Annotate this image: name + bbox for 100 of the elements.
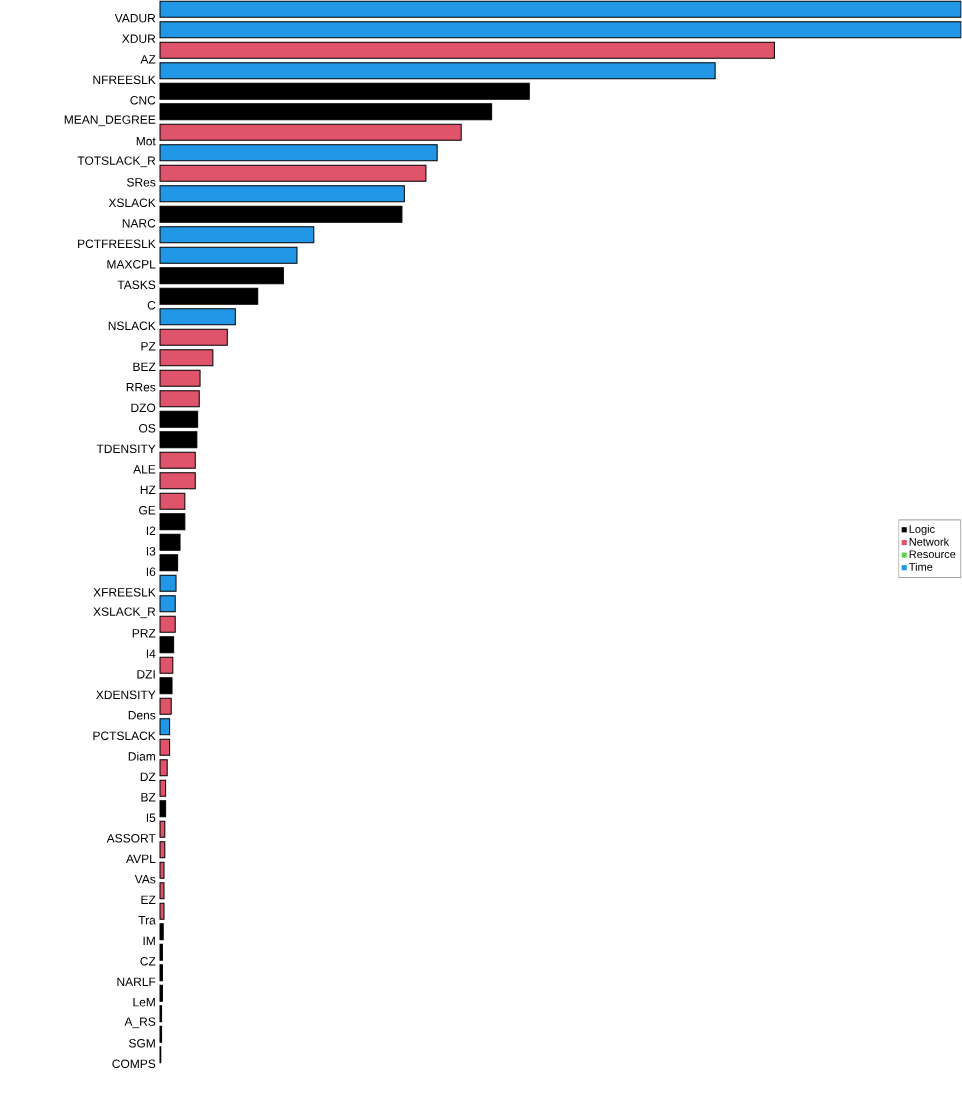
y-tick-label: COMPS: [112, 1059, 156, 1068]
y-tick-label: AVPL: [126, 854, 156, 863]
bar: [159, 164, 427, 182]
y-tick-label: I3: [147, 547, 156, 556]
y-tick-label: PRZ: [133, 629, 156, 638]
y-tick-label: TOTSLACK_R: [77, 156, 156, 168]
bar: [159, 410, 199, 428]
bar: [159, 697, 172, 715]
y-tick-label: MEAN_DEGREE: [64, 115, 156, 127]
bar: [159, 882, 165, 900]
bar: [159, 636, 175, 654]
bar: [159, 287, 259, 305]
y-tick-label: NARC: [123, 219, 156, 228]
legend-label: Logic: [909, 524, 935, 536]
bar: [159, 41, 776, 59]
y-tick-label: LeM: [133, 998, 156, 1007]
y-tick-label: PCTFREESLK: [78, 239, 156, 248]
y-tick-label: DZO: [131, 403, 156, 412]
y-tick-label: I5: [147, 813, 156, 822]
y-tick-label: TASKS: [117, 280, 156, 289]
bar: [159, 861, 165, 879]
bar: [159, 451, 196, 469]
y-tick-label: XDUR: [122, 34, 156, 43]
y-tick-label: AZ: [140, 55, 156, 64]
bar: [159, 943, 164, 961]
bar: [159, 205, 403, 223]
bar: [159, 369, 201, 387]
legend-label: Network: [909, 537, 950, 546]
bar: [159, 21, 962, 39]
bar: [159, 103, 493, 121]
y-tick-label: Diam: [129, 751, 156, 761]
bar: [159, 964, 164, 982]
y-tick-label: A_RS: [124, 1017, 156, 1029]
y-tick-label: XFREESLK: [93, 588, 156, 597]
y-tick-label: CZ: [140, 957, 156, 966]
bar: [159, 615, 176, 633]
bar: [159, 779, 167, 797]
bar: [159, 677, 173, 695]
y-tick-label: BEZ: [133, 362, 156, 371]
y-tick-label: SRes: [127, 178, 156, 187]
y-tick-label: NSLACK: [108, 321, 156, 330]
y-tick-label: DZ: [141, 772, 156, 781]
y-tick-label: ASSORT: [106, 834, 156, 843]
bar: [159, 513, 186, 531]
y-tick-label: IM: [143, 936, 156, 945]
y-tick-label: XSLACK_R: [93, 607, 156, 619]
y-tick-label: Mot: [137, 137, 156, 146]
y-tick-label: NARLF: [117, 977, 156, 986]
bar: [159, 82, 531, 100]
y-tick-label: TDENSITY: [96, 444, 156, 453]
bar: [159, 738, 171, 756]
bar: [159, 185, 406, 203]
y-tick-label: DZI: [137, 670, 155, 679]
y-tick-label: NFREESLK: [93, 75, 156, 84]
bar: [159, 759, 168, 777]
bar: [159, 390, 200, 408]
bar: [159, 431, 198, 449]
bar: [159, 123, 462, 141]
y-tick-label: I6: [147, 567, 156, 576]
bar: [159, 800, 167, 818]
bar: [159, 267, 285, 285]
y-tick-label: VAs: [134, 875, 156, 884]
bar: [159, 923, 164, 941]
y-tick-label: VADUR: [114, 14, 156, 23]
bar: [159, 349, 214, 367]
y-tick-label: BZ: [141, 793, 156, 802]
y-tick-label: HZ: [141, 485, 156, 494]
y-tick-label: XDENSITY: [96, 690, 156, 699]
bar: [159, 472, 196, 490]
y-tick-label: GE: [139, 506, 156, 515]
bar: [159, 841, 166, 859]
y-tick-label: XSLACK: [108, 198, 156, 207]
y-tick-label: I4: [147, 649, 156, 658]
y-tick-label: RRes: [127, 383, 156, 392]
legend-label: Resource: [909, 550, 956, 559]
bar: [159, 492, 186, 510]
y-tick-label: ALE: [133, 465, 156, 474]
bar: [159, 144, 438, 162]
bar: [159, 308, 237, 326]
y-tick-label: MAXCPL: [107, 260, 156, 269]
bar: [159, 533, 181, 551]
y-tick-label: I2: [147, 526, 156, 535]
y-tick-label: EZ: [141, 895, 156, 904]
bar: [159, 246, 298, 264]
bar: [159, 226, 315, 244]
bar: [159, 656, 174, 674]
bar: [159, 328, 229, 346]
y-tick-label: CNC: [130, 96, 156, 105]
bar: [159, 984, 164, 1002]
bar: [159, 902, 165, 920]
y-tick-label: PZ: [141, 342, 156, 351]
bar: [159, 554, 179, 572]
y-tick-label: Dens: [129, 711, 156, 720]
y-tick-label: C: [147, 301, 156, 310]
bar: [159, 820, 166, 838]
y-tick-label: SGM: [129, 1039, 156, 1048]
y-tick-label: PCTSLACK: [93, 731, 156, 740]
y-tick-label: OS: [139, 424, 156, 433]
legend-label: Time: [909, 562, 933, 571]
bar: [159, 0, 962, 18]
